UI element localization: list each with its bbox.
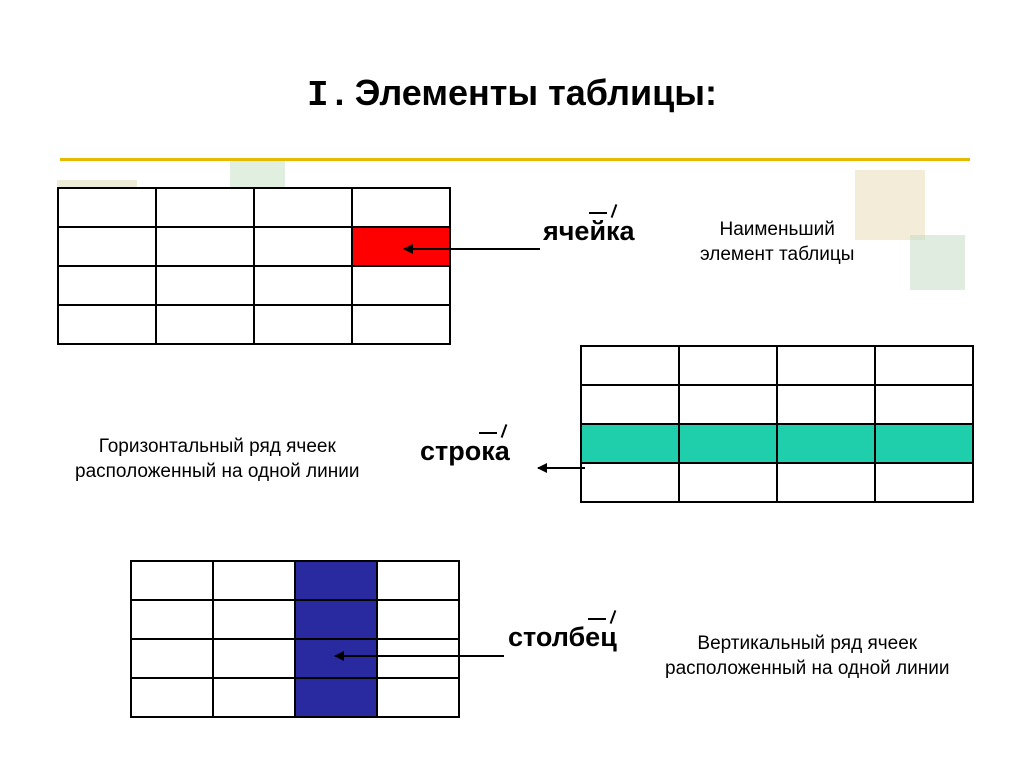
- table-cell: [131, 678, 213, 717]
- table-cell: [581, 346, 679, 385]
- table-cell-example: [57, 187, 451, 345]
- title-main: Элементы таблицы:: [355, 72, 717, 113]
- table-cell: [352, 227, 450, 266]
- table-cell: [295, 600, 377, 639]
- table-cell: [875, 463, 973, 502]
- table-cell: [213, 639, 295, 678]
- table-cell: [352, 188, 450, 227]
- table-cell: [254, 305, 352, 344]
- table-cell: [254, 227, 352, 266]
- table-cell: [581, 424, 679, 463]
- table-cell: [131, 561, 213, 600]
- table-cell: [156, 305, 254, 344]
- table-cell: [679, 346, 777, 385]
- stress-mark: [589, 212, 607, 214]
- title-prefix: I.: [307, 75, 350, 116]
- table-cell: [581, 385, 679, 424]
- label-row: строка: [420, 436, 510, 467]
- table-cell: [679, 385, 777, 424]
- title-underline: [60, 158, 970, 161]
- table-cell: [377, 678, 459, 717]
- table-row-example: [580, 345, 974, 503]
- desc-cell: Наименьшийэлемент таблицы: [700, 218, 854, 267]
- desc-column: Вертикальный ряд ячеекрасположенный на о…: [665, 632, 949, 681]
- table-cell: [213, 600, 295, 639]
- table-cell: [679, 463, 777, 502]
- table-cell: [156, 188, 254, 227]
- arrow-cell: [404, 248, 540, 250]
- table-cell: [213, 678, 295, 717]
- table-cell: [254, 266, 352, 305]
- stress-mark: [588, 618, 606, 620]
- table-cell: [213, 561, 295, 600]
- table-cell: [875, 385, 973, 424]
- table-cell: [254, 188, 352, 227]
- arrow-row: [538, 467, 585, 469]
- table-cell: [875, 424, 973, 463]
- table-cell: [377, 600, 459, 639]
- arrow-column: [335, 655, 504, 657]
- table-cell: [295, 561, 377, 600]
- table-cell: [295, 678, 377, 717]
- table-cell: [58, 188, 156, 227]
- label-column: столбец: [508, 622, 617, 653]
- table-cell: [352, 266, 450, 305]
- table-cell: [679, 424, 777, 463]
- table-cell: [875, 346, 973, 385]
- table-cell: [58, 227, 156, 266]
- table-cell: [131, 639, 213, 678]
- table-cell: [352, 305, 450, 344]
- stress-mark: [479, 432, 497, 434]
- slide-title: I. Элементы таблицы:: [0, 72, 1024, 116]
- table-cell: [156, 266, 254, 305]
- table-cell: [156, 227, 254, 266]
- table-cell: [131, 600, 213, 639]
- table-cell: [777, 385, 875, 424]
- table-cell: [777, 346, 875, 385]
- desc-row: Горизонтальный ряд ячеекрасположенный на…: [75, 435, 359, 484]
- table-cell: [377, 561, 459, 600]
- table-cell: [581, 463, 679, 502]
- table-cell: [777, 424, 875, 463]
- label-cell: ячейка: [543, 216, 635, 247]
- table-cell: [58, 305, 156, 344]
- table-column-example: [130, 560, 460, 718]
- background-square: [910, 235, 965, 290]
- background-square: [855, 170, 925, 240]
- table-cell: [58, 266, 156, 305]
- table-cell: [777, 463, 875, 502]
- table-cell: [377, 639, 459, 678]
